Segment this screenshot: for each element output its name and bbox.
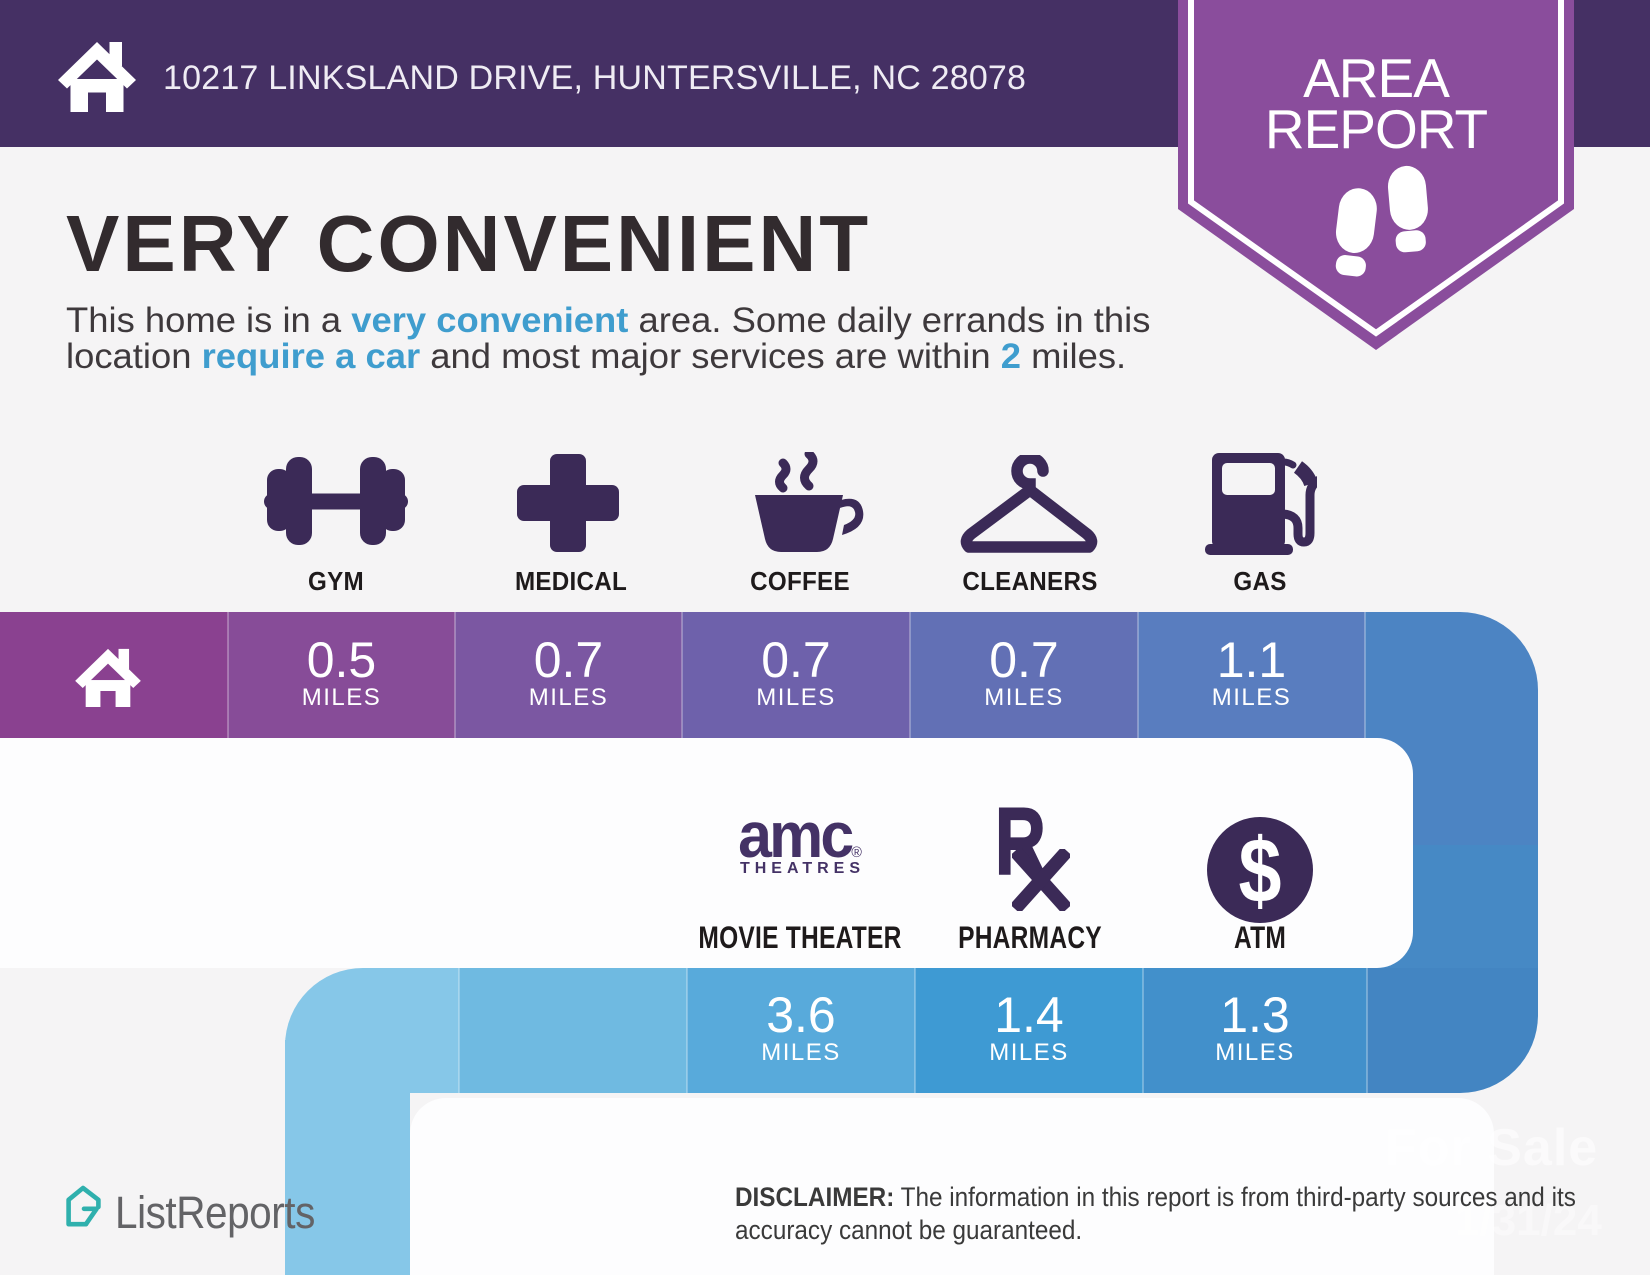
svg-text:AREA: AREA — [1303, 47, 1450, 109]
svg-text:REPORT: REPORT — [1265, 98, 1488, 160]
